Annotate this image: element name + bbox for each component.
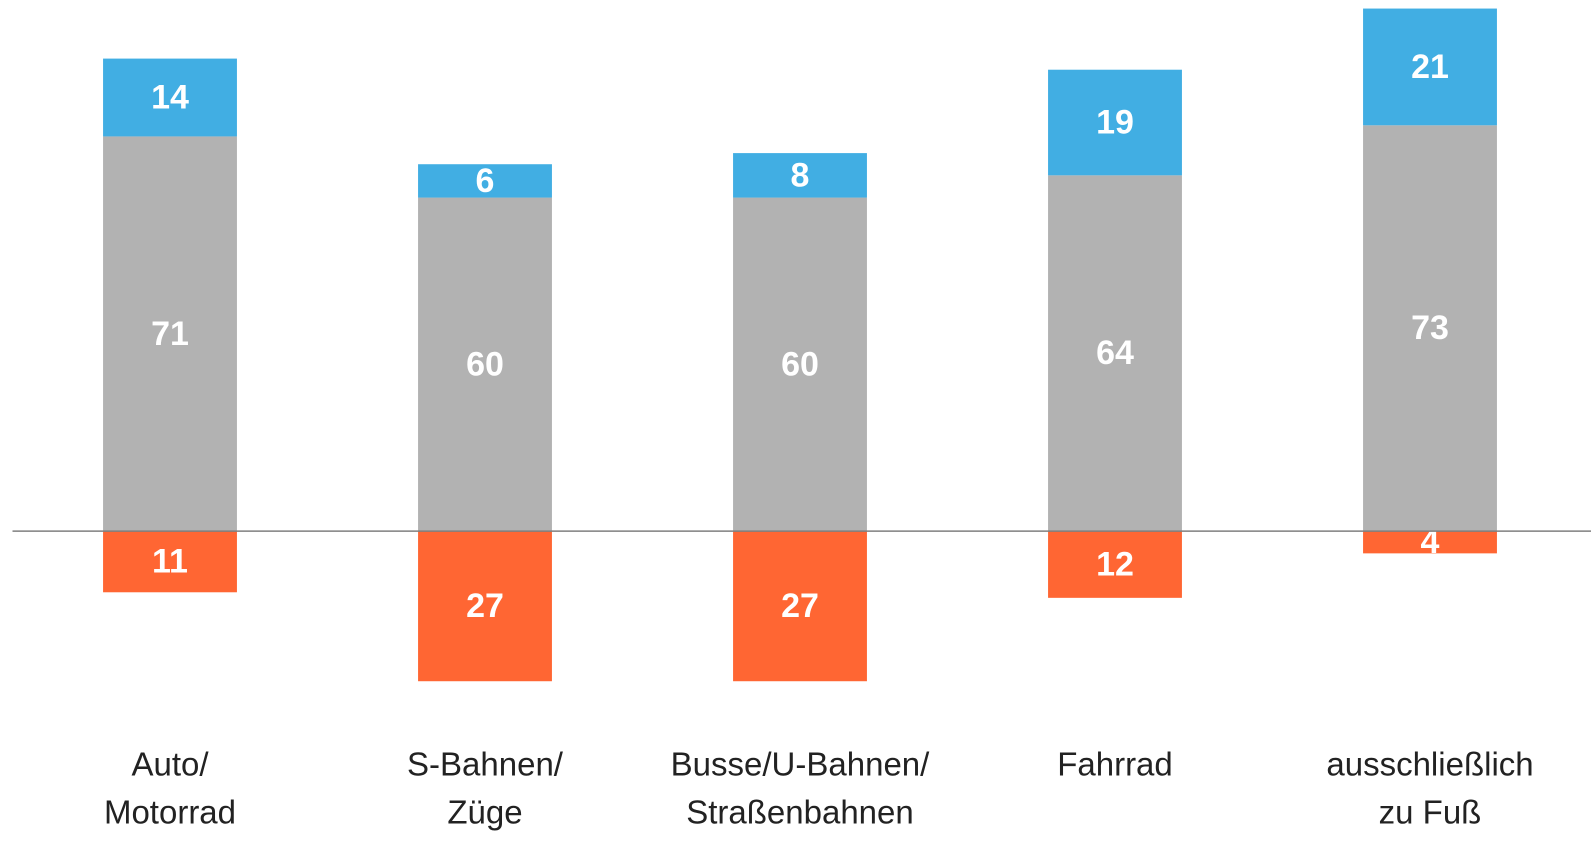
bar-segment	[418, 164, 552, 198]
x-tick-label: S-Bahnen/	[407, 746, 564, 783]
bar-segment	[1363, 125, 1497, 532]
x-tick-label: ausschließlich	[1326, 746, 1533, 783]
x-tick-label: Straßenbahnen	[686, 794, 914, 831]
bar-segment	[733, 531, 867, 682]
x-tick-label: Motorrad	[104, 794, 236, 831]
bar-segment	[418, 197, 552, 532]
value-label: 27	[466, 587, 504, 625]
value-label: 19	[1096, 104, 1134, 142]
value-label: 14	[151, 78, 189, 116]
x-tick-label: Busse/U-Bahnen/	[671, 746, 930, 783]
bar-segment	[1048, 69, 1182, 176]
bar-segment	[1363, 8, 1497, 126]
value-label: 27	[781, 587, 819, 625]
bar-segment	[733, 153, 867, 198]
value-label: 60	[466, 345, 504, 383]
value-label: 73	[1411, 309, 1449, 347]
value-label: 64	[1096, 334, 1134, 372]
x-tick-label: zu Fuß	[1379, 794, 1482, 831]
value-label: 11	[152, 543, 188, 581]
bar-segment	[733, 197, 867, 532]
x-tick-label: Auto/	[131, 746, 209, 783]
bar-segment	[103, 531, 237, 593]
bar-segment	[418, 531, 552, 682]
bar-segment	[1363, 531, 1497, 554]
value-label: 4	[1421, 523, 1440, 561]
value-label: 21	[1411, 48, 1449, 86]
value-label: 8	[791, 156, 810, 194]
bar-segment	[1048, 531, 1182, 598]
value-label: 60	[781, 345, 819, 383]
x-tick-label: Fahrrad	[1057, 746, 1173, 783]
x-tick-label: Züge	[447, 794, 522, 831]
bar-segment	[103, 58, 237, 137]
bar-segment	[103, 136, 237, 532]
value-label: 12	[1096, 545, 1134, 583]
value-label: 71	[151, 315, 189, 353]
value-label: 6	[476, 162, 495, 200]
bar-segment	[1048, 175, 1182, 532]
